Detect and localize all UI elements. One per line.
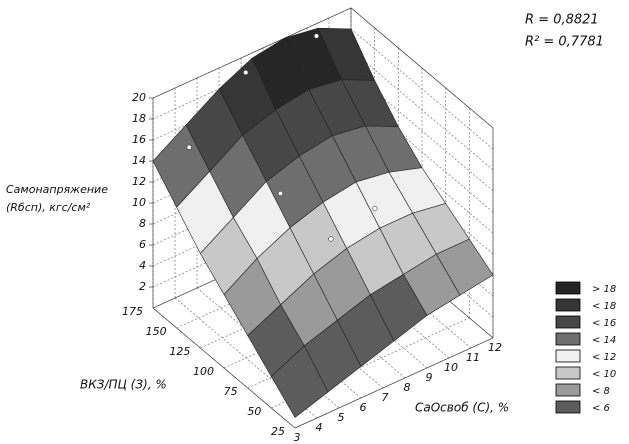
x-tick-label: 4	[316, 421, 323, 434]
legend-label: < 18	[592, 301, 616, 312]
y-tick-label: 100	[193, 365, 214, 378]
axis-line	[152, 7, 352, 99]
x-tick-label: 5	[338, 411, 345, 424]
x-tick-label: 9	[426, 371, 433, 384]
z-tick-label: 8	[139, 217, 146, 230]
legend-label: > 18	[592, 284, 616, 295]
axis-line	[152, 307, 296, 429]
legend-label: < 16	[592, 318, 616, 329]
data-point	[243, 69, 249, 76]
z-tick-label: 20	[132, 91, 146, 104]
legend-swatch	[555, 366, 581, 380]
data-point	[372, 205, 378, 212]
data-point	[328, 236, 334, 242]
x-tick-label: 12	[488, 341, 502, 354]
legend-swatch	[555, 400, 581, 414]
y-tick-label: 150	[146, 325, 167, 338]
x-tick-label: 11	[466, 351, 480, 364]
x-axis-label: CaOсвоб (С), %	[415, 401, 509, 415]
legend-label: < 8	[592, 386, 610, 397]
z-tick-label: 4	[139, 259, 146, 272]
legend-label: < 12	[592, 352, 616, 363]
y-tick-label: 25	[271, 425, 285, 438]
legend-swatch	[555, 383, 581, 397]
data-point	[277, 190, 284, 197]
z-tick-label: 18	[132, 112, 146, 125]
z-tick-label: 12	[132, 175, 146, 188]
y-axis-label: ВКЗ/ПЦ (З), %	[80, 378, 167, 392]
legend-swatch	[555, 332, 581, 346]
z-tick-label: 6	[139, 238, 146, 251]
z-axis-label: (Rбсп), кгс/см²	[6, 201, 91, 214]
legend-label: < 6	[592, 403, 610, 414]
legend-label: < 10	[592, 369, 616, 380]
x-tick-label: 6	[360, 401, 367, 414]
y-tick-label: 50	[247, 405, 261, 418]
z-tick-label: 14	[132, 154, 146, 167]
x-tick-label: 10	[444, 361, 458, 374]
y-tick-label: 125	[169, 345, 190, 358]
annotation: R = 0,8821	[525, 13, 599, 28]
z-tick-label: 10	[132, 196, 146, 209]
x-tick-label: 7	[382, 391, 389, 404]
legend-swatch	[555, 298, 581, 312]
axis-line	[350, 7, 494, 129]
x-tick-label: 8	[404, 381, 411, 394]
x-tick-label: 3	[294, 431, 301, 444]
legend-swatch	[555, 281, 581, 295]
surface-patch	[270, 345, 329, 418]
legend-swatch	[555, 349, 581, 363]
axis-line	[294, 337, 494, 429]
z-tick-label: 16	[132, 133, 146, 146]
data-point	[186, 144, 192, 150]
z-axis-label: Самонапряжение	[6, 183, 108, 196]
y-tick-label: 175	[122, 305, 143, 318]
data-point	[313, 33, 320, 39]
legend-label: < 14	[592, 335, 616, 346]
grid-line	[350, 70, 494, 192]
y-tick-label: 75	[224, 385, 238, 398]
legend-swatch	[555, 315, 581, 329]
z-tick-label: 2	[139, 280, 146, 293]
annotation: R² = 0,7781	[525, 35, 604, 50]
